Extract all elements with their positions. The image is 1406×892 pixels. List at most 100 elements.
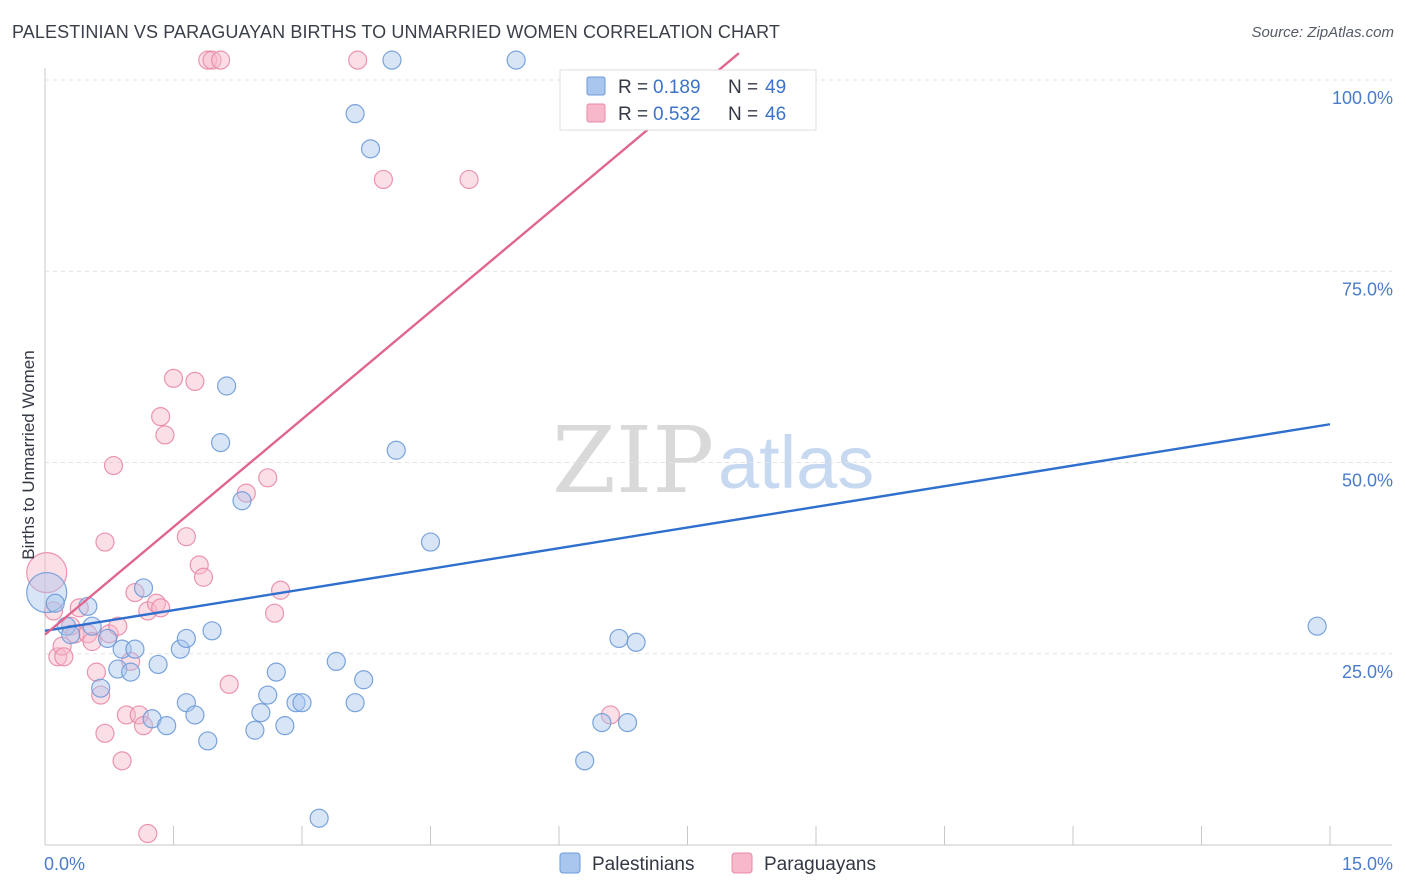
- bottom-swatch-paraguayans: [731, 852, 753, 874]
- x-tick-labels: 0.0% 15.0%: [44, 854, 1393, 874]
- point-palestinians: [45, 593, 65, 613]
- point-palestinians: [258, 685, 278, 705]
- legend-n-label-1: N =: [728, 77, 758, 98]
- point-palestinians: [292, 693, 312, 713]
- point-paraguayans: [155, 425, 175, 445]
- chart-source: Source: ZipAtlas.com: [1251, 24, 1394, 41]
- bottom-swatch-palestinians: [559, 852, 581, 874]
- trend-line-palestinians: [44, 423, 1331, 632]
- point-paraguayans: [459, 169, 479, 190]
- point-paraguayans: [48, 647, 68, 667]
- point-palestinians: [97, 628, 118, 649]
- point-palestinians: [386, 440, 406, 460]
- point-paraguayans: [82, 631, 102, 652]
- point-palestinians: [217, 376, 237, 396]
- point-palestinians: [157, 716, 177, 736]
- point-palestinians: [626, 632, 646, 652]
- legend-r-value-1: 0.189: [653, 77, 701, 98]
- x-tick-label: 15.0%: [1342, 854, 1393, 874]
- point-palestinians: [245, 720, 265, 740]
- point-paraguayans: [95, 532, 115, 552]
- point-palestinians: [592, 712, 612, 733]
- trend-lines: [44, 52, 1331, 636]
- point-palestinians: [266, 662, 286, 682]
- point-paraguayans: [95, 723, 115, 743]
- legend-swatch-paraguayans: [586, 103, 606, 123]
- point-paraguayans: [264, 603, 285, 623]
- y-tick-label: 50.0%: [1342, 471, 1393, 491]
- point-palestinians: [309, 808, 329, 828]
- point-palestinians: [170, 639, 190, 659]
- point-palestinians: [345, 104, 365, 124]
- legend-swatch-palestinians: [586, 76, 606, 96]
- point-paraguayans: [108, 616, 128, 636]
- stats-legend: R = 0.189 N = 49 R = 0.532 N = 46: [559, 69, 817, 131]
- point-paraguayans: [219, 674, 239, 694]
- point-paraguayans: [91, 685, 111, 705]
- point-palestinians: [354, 670, 374, 690]
- point-paraguayans: [348, 50, 368, 70]
- legend-r-label-1: R =: [618, 77, 648, 98]
- point-palestinians: [345, 693, 365, 713]
- legend-n-value-1: 49: [765, 77, 786, 98]
- y-tick-labels: 25.0% 50.0% 75.0% 100.0%: [1332, 88, 1393, 682]
- point-paraguayans: [103, 455, 124, 476]
- point-palestinians: [326, 651, 346, 672]
- y-tick-label: 25.0%: [1342, 662, 1393, 682]
- point-palestinians: [148, 654, 168, 675]
- axes: [44, 68, 1392, 846]
- point-paraguayans: [151, 407, 171, 427]
- y-tick-label: 75.0%: [1342, 279, 1393, 299]
- point-paraguayans: [86, 662, 107, 682]
- point-paraguayans: [138, 823, 158, 844]
- point-paraguayans: [163, 368, 184, 388]
- bottom-label-palestinians: Palestinians: [592, 854, 694, 875]
- point-palestinians: [575, 751, 595, 771]
- point-palestinians: [198, 731, 218, 751]
- point-palestinians: [506, 50, 526, 70]
- gridlines: [45, 79, 1392, 655]
- point-palestinians: [176, 628, 196, 649]
- chart-title: PALESTINIAN VS PARAGUAYAN BIRTHS TO UNMA…: [12, 22, 781, 42]
- legend-n-value-2: 46: [765, 104, 786, 125]
- legend-r-label-2: R =: [618, 104, 648, 125]
- point-palestinians: [26, 571, 68, 614]
- point-palestinians: [286, 693, 306, 713]
- point-palestinians: [251, 703, 271, 723]
- point-paraguayans: [176, 527, 196, 547]
- x-tick-label: 0.0%: [44, 854, 85, 874]
- point-palestinians: [121, 662, 141, 682]
- point-palestinians: [133, 578, 154, 598]
- watermark-zip: ZIP: [552, 407, 714, 514]
- point-palestinians: [185, 705, 205, 725]
- point-palestinians: [91, 678, 111, 698]
- point-palestinians: [211, 433, 231, 453]
- y-tick-label: 100.0%: [1332, 88, 1393, 108]
- point-paraguayans: [112, 751, 132, 771]
- point-paraguayans: [258, 468, 278, 488]
- point-palestinians: [617, 712, 638, 733]
- legend-n-label-2: N =: [728, 104, 758, 125]
- point-palestinians: [360, 139, 381, 159]
- point-palestinians: [82, 616, 102, 636]
- point-palestinians: [275, 716, 295, 736]
- point-paraguayans: [211, 50, 231, 70]
- data-points: [26, 50, 1327, 844]
- y-axis-title: Births to Unmarried Women: [19, 350, 38, 559]
- legend-r-value-2: 0.532: [653, 104, 701, 125]
- point-palestinians: [382, 50, 402, 70]
- point-paraguayans: [125, 582, 145, 603]
- trend-line-paraguayans: [44, 52, 740, 636]
- point-palestinians: [232, 491, 252, 511]
- point-paraguayans: [373, 169, 393, 190]
- point-paraguayans: [189, 555, 209, 575]
- point-palestinians: [609, 628, 629, 649]
- bottom-label-paraguayans: Paraguayans: [764, 854, 876, 875]
- point-paraguayans: [185, 371, 205, 392]
- point-palestinians: [420, 532, 441, 552]
- point-paraguayans: [54, 647, 74, 667]
- point-paraguayans: [270, 580, 291, 600]
- series-legend: Palestinians Paraguayans: [559, 852, 876, 875]
- point-paraguayans: [193, 567, 214, 587]
